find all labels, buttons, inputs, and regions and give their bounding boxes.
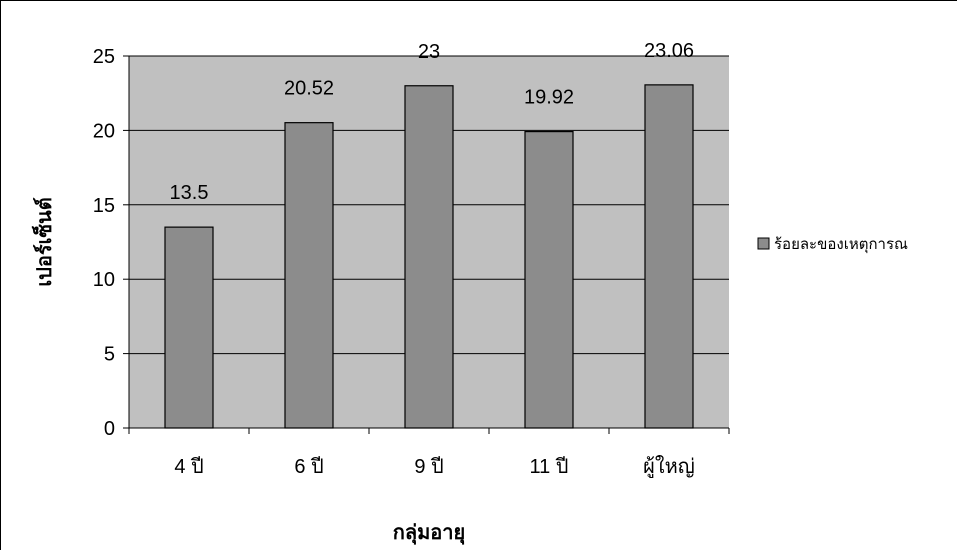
- bar: [524, 130, 574, 429]
- x-tick-label: 6 ปี: [294, 456, 323, 478]
- x-tick-label: 9 ปี: [414, 456, 443, 478]
- y-axis-title: เปอร์เซ็นต์: [31, 197, 56, 286]
- x-ticks: 4 ปี 6 ปี 9 ปี 11 ปี ผู้ใหญ่: [128, 428, 730, 479]
- legend-swatch: [757, 237, 770, 250]
- y-tick-label: 0: [104, 418, 115, 440]
- x-axis-title: กลุ่มอายุ: [393, 520, 466, 545]
- data-label: 23: [418, 41, 440, 63]
- bar: [404, 85, 454, 429]
- data-label: 20.52: [284, 78, 334, 100]
- x-tick-label: 4 ปี: [174, 456, 203, 478]
- axes: [128, 56, 729, 429]
- bar: [284, 122, 334, 429]
- legend-label: ร้อยละของเหตุการณ: [774, 235, 908, 254]
- data-labels: 13.5 20.52 23 19.92 23.06: [170, 40, 695, 204]
- bar: [164, 226, 214, 429]
- y-tick-label: 5: [104, 344, 115, 366]
- y-tick-label: 15: [93, 195, 115, 217]
- y-tick-label: 25: [93, 46, 115, 68]
- data-label: 19.92: [524, 87, 574, 109]
- bars: [164, 84, 694, 429]
- data-label: 13.5: [170, 182, 209, 204]
- y-tick-label: 10: [93, 269, 115, 291]
- bar: [644, 84, 694, 429]
- x-tick-label: 11 ปี: [529, 456, 568, 478]
- legend: ร้อยละของเหตุการณ: [757, 235, 908, 254]
- data-label: 23.06: [644, 40, 694, 62]
- y-ticks: 0 5 10 15 20 25: [93, 46, 129, 440]
- x-tick-label: ผู้ใหญ่: [643, 455, 695, 479]
- y-tick-label: 20: [93, 120, 115, 142]
